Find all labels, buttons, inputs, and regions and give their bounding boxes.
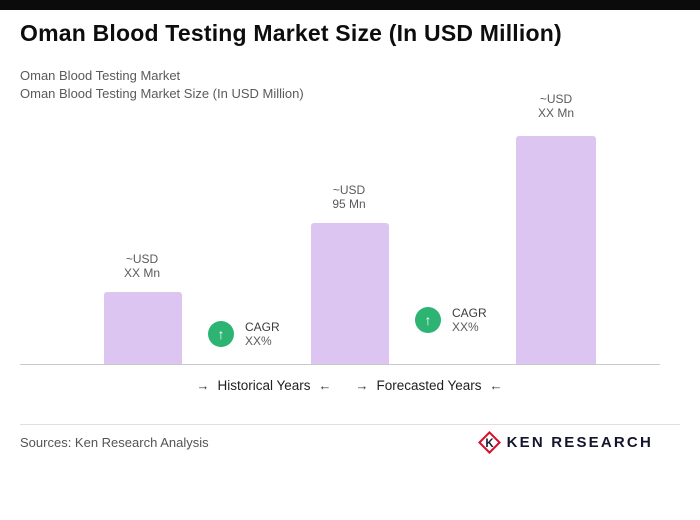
cagr-label: CAGR	[245, 320, 280, 334]
arrow-up-icon: ↑	[208, 321, 234, 347]
period-label-forecasted: → Forecasted Years ←	[343, 378, 515, 393]
arrow-up-glyph: ↑	[424, 312, 432, 328]
bar-label-line2: 95 Mn	[332, 197, 366, 211]
bar-label-line1: ~USD	[332, 183, 366, 197]
cagr-value: XX%	[452, 320, 479, 334]
chart-bar	[516, 136, 596, 364]
right-arrow-icon: →	[355, 378, 369, 393]
bar-label-line1: ~USD	[125, 252, 159, 266]
sources-text: Sources: Ken Research Analysis	[20, 435, 209, 450]
cagr-text: CAGR XX%	[245, 320, 280, 348]
cagr-text: CAGR XX%	[452, 306, 487, 334]
bar-value-label: ~USD XX Mn	[92, 252, 192, 280]
cagr-value: XX%	[245, 334, 272, 348]
arrow-up-icon: ↑	[415, 307, 441, 333]
svg-text:K: K	[485, 438, 494, 450]
left-arrow-icon: ←	[489, 378, 503, 393]
logo-k-icon: K	[477, 431, 501, 454]
cagr-badge: ↑ CAGR XX%	[415, 306, 487, 334]
arrow-up-glyph: ↑	[217, 326, 225, 342]
ken-research-logo: K KEN RESEARCH	[477, 431, 653, 454]
chart-bar	[311, 223, 389, 364]
footer-divider	[20, 424, 680, 425]
subtitle-line-2: Oman Blood Testing Market Size (In USD M…	[20, 86, 304, 101]
top-bar	[0, 0, 700, 10]
period-label-text: Forecasted Years	[376, 378, 482, 393]
right-arrow-icon: →	[196, 378, 210, 393]
bar-label-line1: ~USD	[539, 92, 573, 106]
logo-text: KEN RESEARCH	[506, 434, 653, 451]
bar-label-line2: XX Mn	[123, 266, 160, 280]
x-axis-line	[20, 364, 660, 365]
cagr-badge: ↑ CAGR XX%	[208, 320, 280, 348]
left-arrow-icon: ←	[318, 378, 332, 393]
page-title: Oman Blood Testing Market Size (In USD M…	[20, 20, 562, 46]
period-label-historical: → Historical Years ←	[178, 378, 350, 393]
bar-value-label: ~USD XX Mn	[506, 92, 606, 120]
chart-bar	[104, 292, 182, 364]
bar-label-line2: XX Mn	[537, 106, 574, 120]
cagr-label: CAGR	[452, 306, 487, 320]
subtitle-line-1: Oman Blood Testing Market	[20, 68, 181, 83]
period-label-text: Historical Years	[217, 378, 311, 393]
bar-value-label: ~USD 95 Mn	[299, 183, 399, 211]
